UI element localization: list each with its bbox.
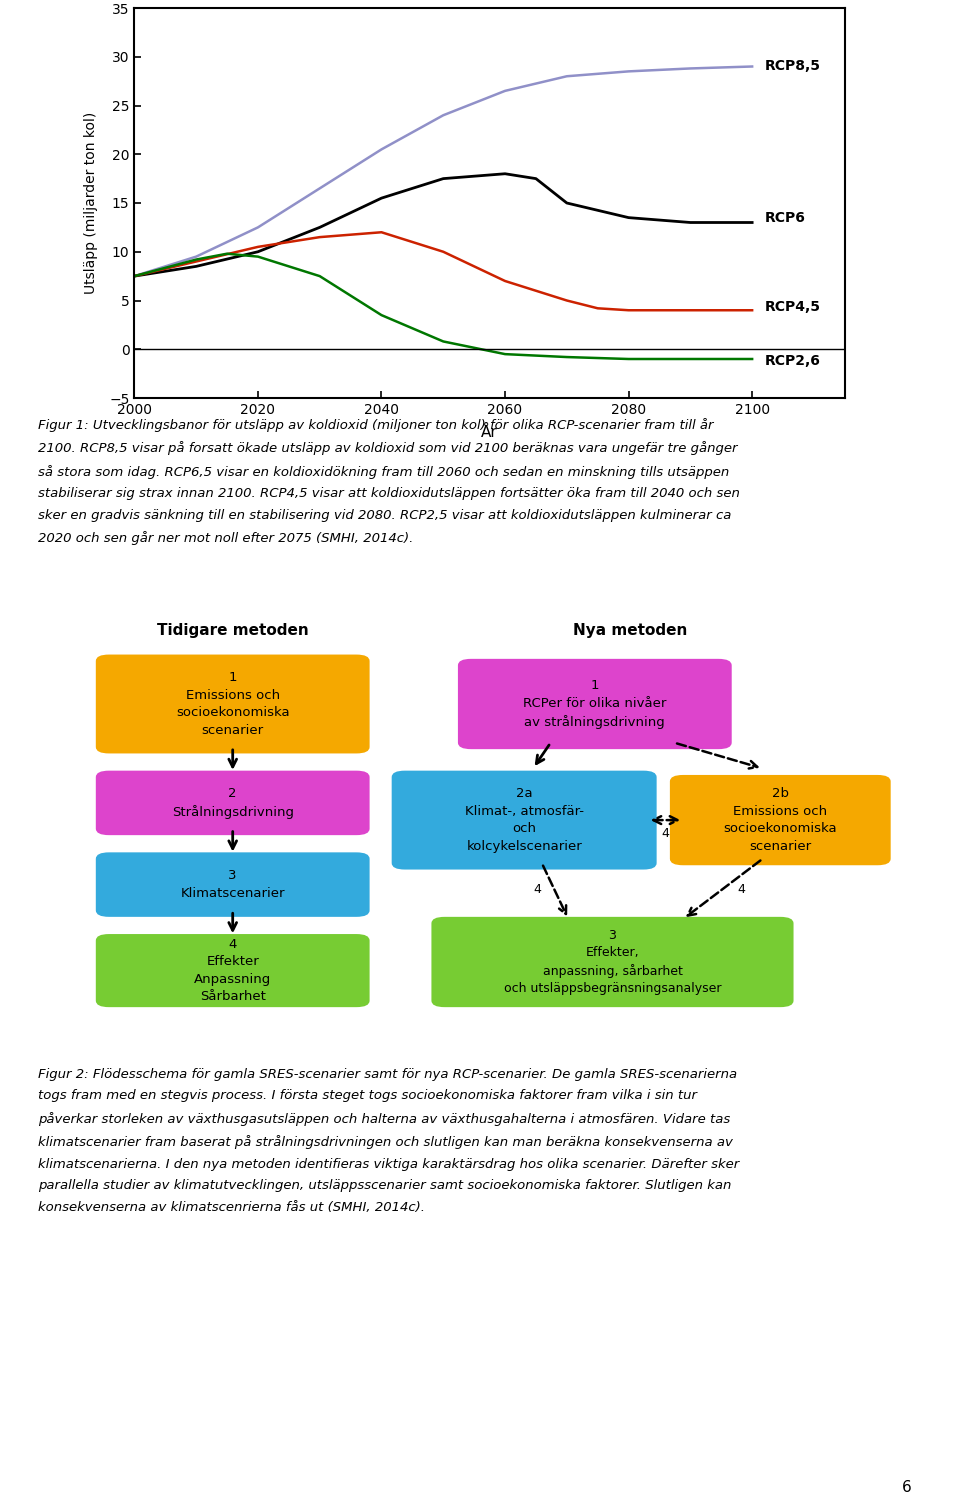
FancyBboxPatch shape [458,658,732,748]
FancyBboxPatch shape [431,917,794,1007]
Text: 3
Effekter,
anpassning, sårbarhet
och utsläppsbegränsningsanalyser: 3 Effekter, anpassning, sårbarhet och ut… [504,929,721,995]
Text: RCP4,5: RCP4,5 [764,301,821,314]
FancyBboxPatch shape [96,771,370,836]
Text: 1
RCPer för olika nivåer
av strålningsdrivning: 1 RCPer för olika nivåer av strålningsdr… [523,679,666,729]
Text: 2b
Emissions och
socioekonomiska
scenarier: 2b Emissions och socioekonomiska scenari… [724,788,837,852]
Text: 4: 4 [661,827,669,840]
Y-axis label: Utsläpp (miljarder ton kol): Utsläpp (miljarder ton kol) [84,111,98,295]
Text: RCP2,6: RCP2,6 [764,353,821,368]
Text: 3
Klimatscenarier: 3 Klimatscenarier [180,869,285,900]
FancyBboxPatch shape [670,776,891,866]
Text: Figur 2: Flödesschema för gamla SRES-scenarier samt för nya RCP-scenarier. De ga: Figur 2: Flödesschema för gamla SRES-sce… [38,1069,739,1213]
Text: Tidigare metoden: Tidigare metoden [156,624,308,639]
Text: Nya metoden: Nya metoden [573,624,687,639]
X-axis label: År: År [481,425,498,440]
Text: 1
Emissions och
socioekonomiska
scenarier: 1 Emissions och socioekonomiska scenarie… [176,672,290,736]
Text: 2
Strålningsdrivning: 2 Strålningsdrivning [172,788,294,819]
Text: 4
Effekter
Anpassning
Sårbarhet: 4 Effekter Anpassning Sårbarhet [194,938,272,1004]
Text: 2a
Klimat-, atmosfär-
och
kolcykelscenarier: 2a Klimat-, atmosfär- och kolcykelscenar… [465,788,584,852]
FancyBboxPatch shape [96,852,370,917]
FancyBboxPatch shape [392,771,657,870]
Text: 6: 6 [902,1480,912,1495]
Text: RCP6: RCP6 [764,210,805,224]
Text: 4: 4 [737,884,745,896]
Text: 4: 4 [534,884,541,896]
FancyBboxPatch shape [96,654,370,753]
Text: Figur 1: Utvecklingsbanor för utsläpp av koldioxid (miljoner ton kol) för olika : Figur 1: Utvecklingsbanor för utsläpp av… [38,418,740,546]
Text: RCP8,5: RCP8,5 [764,60,821,74]
FancyBboxPatch shape [96,933,370,1007]
